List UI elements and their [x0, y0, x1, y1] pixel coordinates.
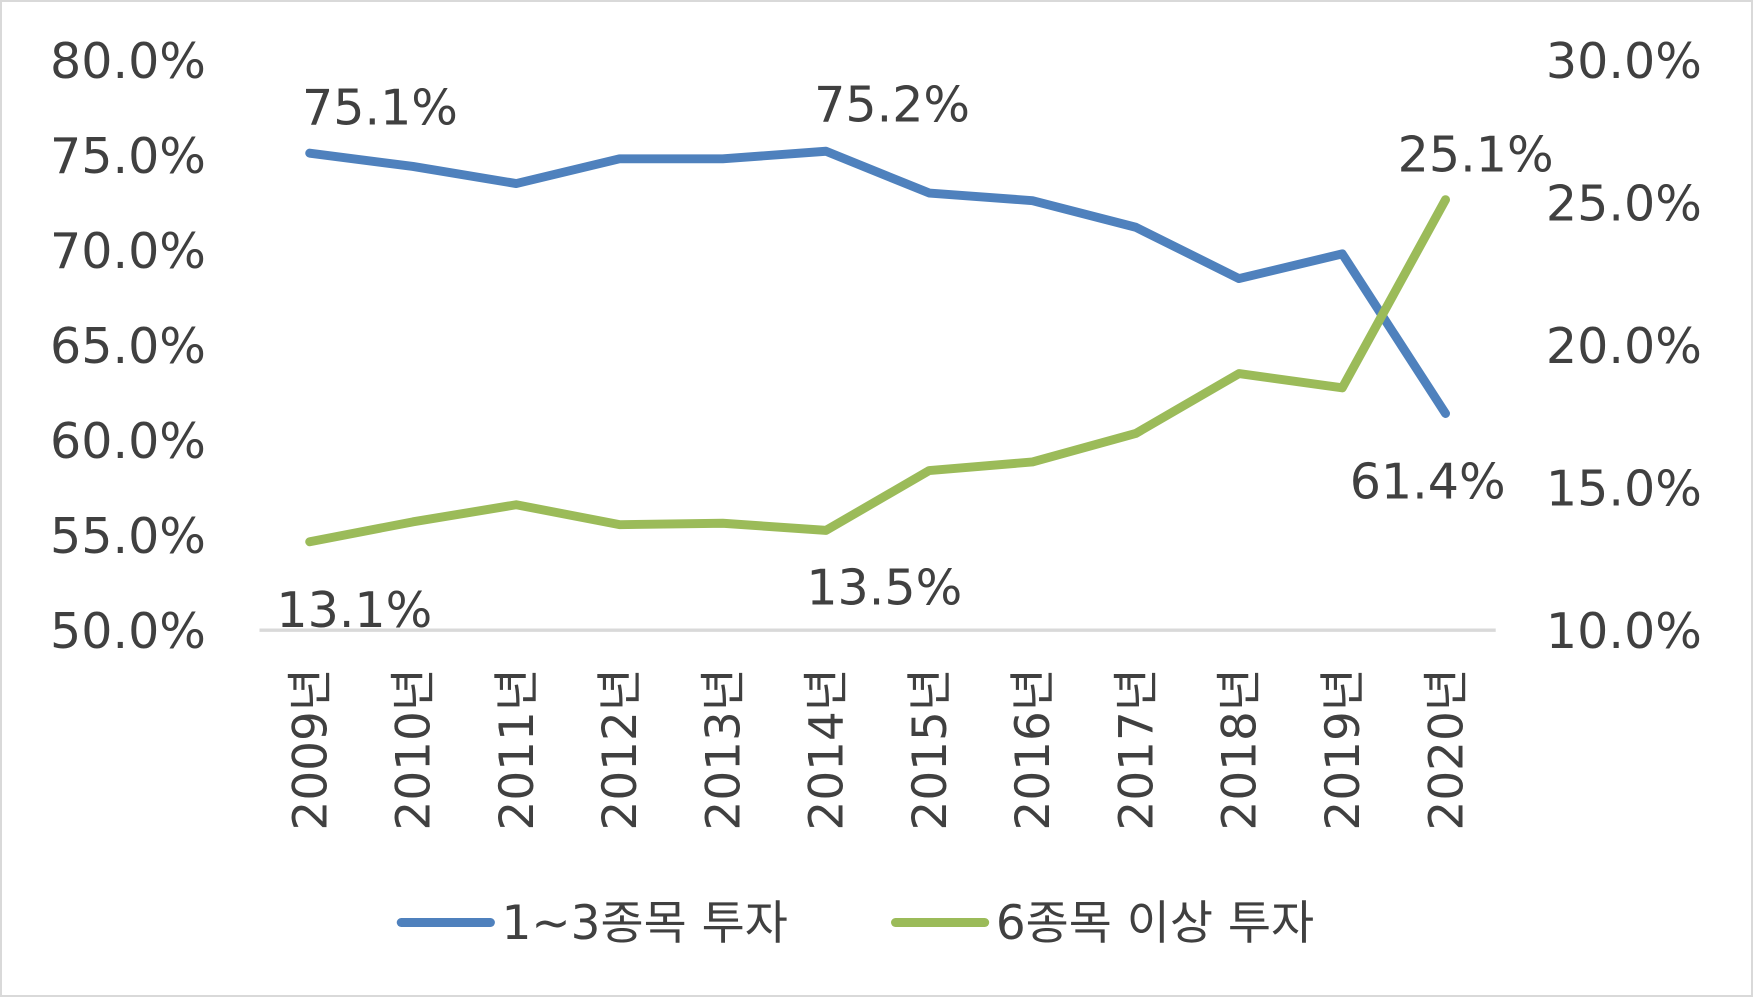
y-left-tick-label: 55.0% — [50, 507, 206, 565]
y-left-tick-label: 80.0% — [50, 32, 206, 90]
data-label: 13.1% — [276, 581, 432, 639]
x-tick-label: 2010년 — [388, 668, 442, 830]
x-tick-label: 2017년 — [1110, 668, 1164, 830]
data-label: 25.1% — [1398, 126, 1554, 184]
data-label: 75.1% — [302, 79, 458, 137]
data-label: 75.2% — [814, 75, 970, 133]
series-line-2 — [305, 195, 1450, 547]
y-right-tick-label: 25.0% — [1546, 174, 1702, 232]
x-tick-label: 2019년 — [1317, 668, 1371, 830]
x-tick-label: 2016년 — [1007, 668, 1061, 830]
y-right-tick-label: 10.0% — [1546, 602, 1702, 660]
y-left-tick-label: 75.0% — [50, 127, 206, 185]
data-label: 61.4% — [1350, 453, 1506, 511]
y-left-tick-label: 65.0% — [50, 317, 206, 375]
y-left-tick-label: 50.0% — [50, 602, 206, 660]
x-tick-label: 2012년 — [594, 668, 648, 830]
legend-label: 6종목 이상 투자 — [996, 897, 1314, 951]
legend-label: 1~3종목 투자 — [502, 897, 788, 951]
x-tick-label: 2013년 — [697, 668, 751, 830]
x-tick-label: 2015년 — [904, 668, 958, 830]
x-tick-label: 2018년 — [1214, 668, 1268, 830]
series-line-1 — [305, 146, 1450, 418]
x-tick-label: 2011년 — [491, 668, 545, 830]
y-left-tick-label: 60.0% — [50, 412, 206, 470]
y-right-tick-label: 30.0% — [1546, 32, 1702, 90]
x-tick-label: 2014년 — [801, 668, 855, 830]
y-right-tick-label: 20.0% — [1546, 317, 1702, 375]
x-tick-label: 2009년 — [284, 668, 338, 830]
x-tick-label: 2020년 — [1420, 668, 1474, 830]
data-label: 13.5% — [806, 558, 962, 616]
y-left-tick-label: 70.0% — [50, 222, 206, 280]
y-right-tick-label: 15.0% — [1546, 459, 1702, 517]
